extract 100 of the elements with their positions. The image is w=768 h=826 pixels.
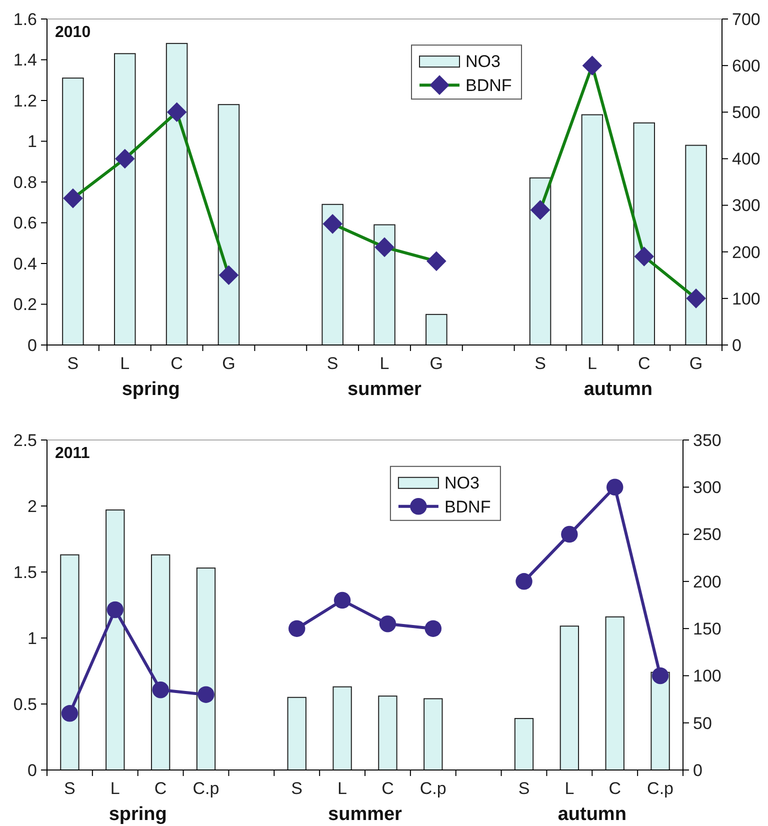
y-tick-label: 0.6 — [13, 214, 37, 233]
point — [652, 667, 669, 684]
bar — [218, 104, 240, 346]
x-tick-label: C — [382, 779, 394, 798]
x-tick-label: C — [608, 779, 621, 798]
point — [606, 478, 624, 496]
chart-title: 2010 — [55, 24, 91, 41]
y-tick-label: 0 — [28, 336, 37, 355]
bar — [106, 509, 125, 770]
bar — [322, 204, 344, 346]
y-tick-label: 0 — [28, 760, 37, 780]
y2-tick-label: 600 — [732, 56, 760, 76]
bar — [514, 718, 534, 770]
point — [516, 573, 532, 590]
text: autumn — [584, 379, 652, 400]
bar — [529, 177, 552, 346]
text: spring — [122, 379, 180, 400]
point — [686, 288, 706, 308]
bar — [633, 122, 655, 346]
bar — [287, 696, 306, 770]
y2-tick-label: 400 — [732, 150, 760, 169]
point — [530, 200, 550, 220]
point — [379, 616, 396, 632]
x-tick-label: C.p — [647, 779, 674, 798]
y-tick-label: 1 — [28, 132, 37, 152]
point — [152, 682, 169, 698]
y2-tick-label: 200 — [732, 242, 760, 262]
legend-label: NO3 — [444, 473, 480, 492]
x-tick-label: L — [587, 354, 597, 373]
point — [334, 592, 351, 609]
y2-tick-label: 100 — [732, 289, 760, 308]
point — [561, 526, 578, 543]
y2-tick-label: 700 — [732, 10, 760, 29]
x-tick-label: L — [110, 779, 120, 798]
point — [114, 148, 135, 169]
x-tick-label: C.p — [192, 779, 220, 798]
x-tick-label: C — [170, 354, 183, 373]
bar — [426, 314, 448, 346]
y2-tick-label: 300 — [693, 478, 722, 498]
x-tick-label: S — [67, 354, 79, 373]
point — [61, 705, 78, 722]
x-tick-label: S — [291, 779, 303, 798]
x-tick-label: S — [64, 779, 76, 798]
chart-title: 2011 — [55, 445, 90, 462]
bar — [60, 554, 80, 770]
x-tick-label: S — [518, 779, 530, 798]
legend-label: BDNF — [444, 497, 491, 516]
bar — [374, 224, 396, 346]
bar — [650, 672, 670, 770]
point — [63, 188, 83, 208]
text: spring — [108, 804, 167, 825]
bar — [114, 53, 136, 346]
y-tick-label: 0.5 — [13, 694, 37, 714]
x-tick-label: L — [380, 354, 390, 373]
y-tick-label: 1.6 — [13, 10, 37, 29]
point — [634, 246, 654, 266]
x-tick-label: C — [638, 354, 650, 373]
y2-tick-label: 300 — [732, 196, 760, 216]
x-tick-label: L — [120, 354, 130, 373]
y2-tick-label: 250 — [693, 525, 722, 544]
y-tick-label: 2 — [28, 496, 37, 516]
x-tick-label: C.p — [420, 779, 446, 798]
bar — [581, 114, 604, 346]
text: autumn — [558, 804, 626, 825]
x-tick-label: G — [689, 354, 703, 373]
y-tick-label: 1 — [28, 628, 37, 648]
bar — [560, 626, 580, 770]
bar — [332, 686, 352, 770]
point — [166, 102, 187, 122]
bar — [62, 78, 84, 346]
y2-tick-label: 50 — [693, 714, 712, 733]
point — [424, 620, 442, 637]
y2-tick-label: 150 — [693, 620, 722, 639]
y-tick-label: 0.2 — [13, 295, 37, 314]
bar — [605, 616, 624, 770]
x-tick-label: G — [222, 354, 236, 373]
x-tick-label: L — [564, 779, 574, 798]
bar — [685, 144, 707, 346]
x-tick-label: G — [430, 354, 444, 373]
x-tick-label: L — [338, 779, 348, 798]
y2-tick-label: 500 — [732, 103, 760, 122]
y-tick-label: 1.2 — [13, 91, 37, 110]
y2-tick-label: 0 — [693, 760, 702, 780]
text: summer — [348, 379, 422, 400]
bar — [424, 698, 443, 770]
legend-label: BDNF — [466, 76, 512, 96]
bar — [378, 696, 398, 770]
x-tick-label: S — [326, 354, 338, 373]
y2-tick-label: 0 — [732, 336, 742, 355]
y-tick-label: 1.5 — [13, 562, 37, 582]
y-tick-label: 0.8 — [13, 172, 37, 192]
y-tick-label: 1.4 — [13, 50, 37, 70]
point — [106, 601, 124, 618]
bar — [196, 568, 216, 770]
text: summer — [328, 804, 403, 825]
point — [198, 686, 214, 703]
y-tick-label: 2.5 — [13, 430, 37, 450]
y-tick-label: 0.4 — [13, 254, 37, 274]
y2-tick-label: 100 — [693, 666, 722, 686]
bar — [166, 42, 188, 346]
